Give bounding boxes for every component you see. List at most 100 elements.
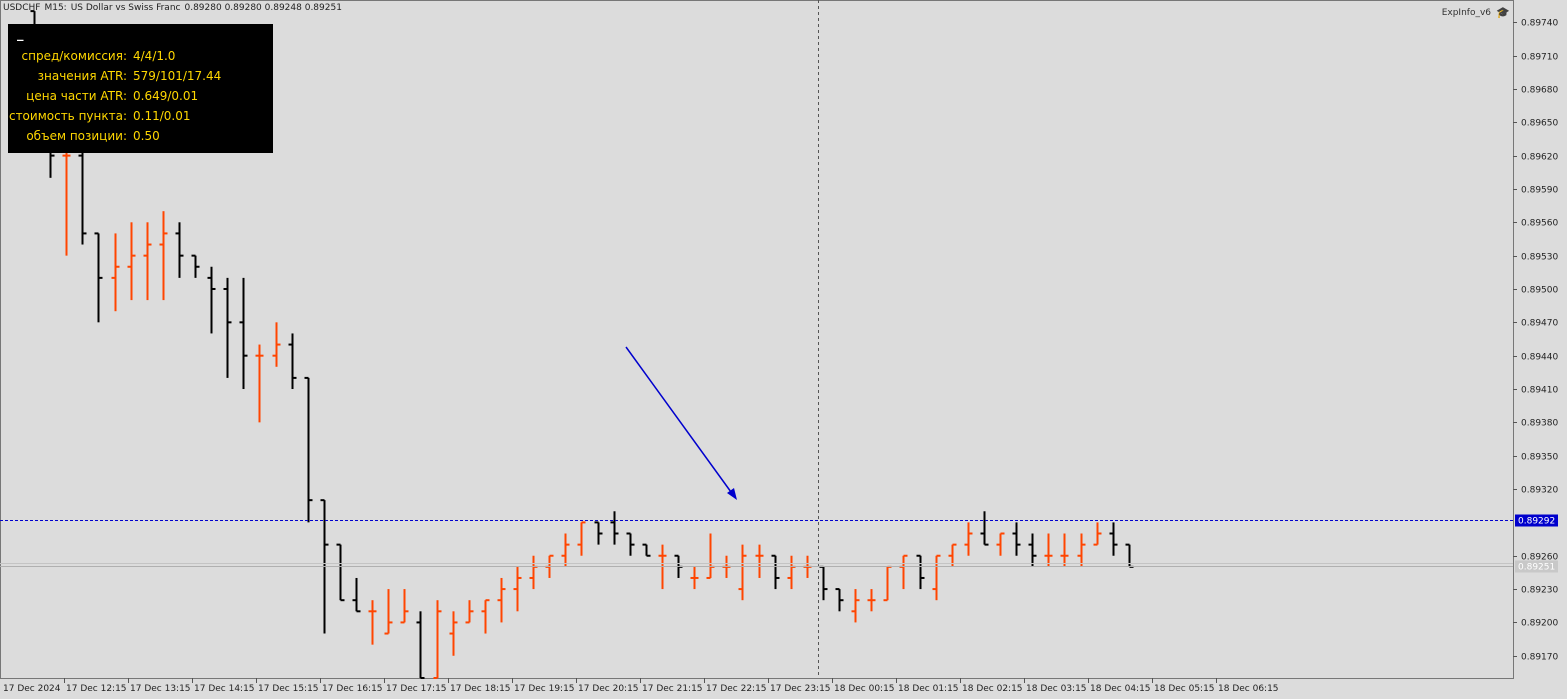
lines-layer bbox=[0, 520, 1513, 567]
ohlc-bar bbox=[1028, 533, 1037, 567]
ohlc-bar bbox=[416, 611, 425, 679]
ohlc-bar bbox=[771, 554, 780, 590]
ohlc-bar bbox=[594, 521, 603, 545]
ohlc-bar bbox=[304, 376, 313, 523]
ohlc-bar bbox=[191, 254, 200, 278]
time-axis[interactable]: 17 Dec 2024 17 Dec 12:15 17 Dec 13:15 17 De… bbox=[3, 678, 1279, 694]
graduation-cap-icon[interactable]: 🎓 bbox=[1496, 6, 1510, 19]
info-label: цена части ATR: bbox=[26, 89, 127, 103]
y-tick-label: 0.89170 bbox=[1521, 653, 1558, 663]
ohlc-bar bbox=[867, 589, 876, 612]
ohlc-bar bbox=[433, 600, 442, 679]
ohlc-bar bbox=[1077, 533, 1086, 567]
y-tick-label: 0.89200 bbox=[1521, 619, 1558, 629]
y-tick-label: 0.89650 bbox=[1521, 119, 1558, 129]
bars-layer bbox=[30, 10, 1134, 679]
ohlc-bar bbox=[159, 211, 168, 301]
y-tick-label: 0.89410 bbox=[1521, 386, 1558, 396]
y-tick-label: 0.89440 bbox=[1521, 353, 1558, 363]
info-label: объем позиции: bbox=[26, 129, 127, 143]
x-tick-label: 17 Dec 14:15 bbox=[194, 684, 255, 694]
current-price-label-bg bbox=[1515, 560, 1558, 573]
x-tick-label: 17 Dec 21:15 bbox=[642, 684, 703, 694]
ohlc-bar bbox=[175, 222, 184, 278]
y-tick-label: 0.89620 bbox=[1521, 153, 1558, 163]
info-value: 4/4/1.0 bbox=[133, 49, 176, 63]
minimize-button[interactable]: _ bbox=[17, 27, 24, 42]
x-tick-label: 17 Dec 12:15 bbox=[66, 684, 127, 694]
ohlc-bar bbox=[465, 600, 474, 624]
ohlc-bar bbox=[481, 599, 490, 634]
info-value: 0.50 bbox=[133, 129, 160, 143]
ohlc-values: 0.89280 0.89280 0.89248 0.89251 bbox=[184, 3, 342, 13]
symbol-description: US Dollar vs Swiss Franc bbox=[70, 3, 181, 13]
price-level-label-bg bbox=[1515, 514, 1558, 527]
ohlc-bar bbox=[738, 544, 747, 601]
x-tick-label: 17 Dec 16:15 bbox=[322, 684, 383, 694]
x-tick-label: 17 Dec 17:15 bbox=[386, 684, 447, 694]
x-tick-label: 17 Dec 20:15 bbox=[578, 684, 639, 694]
y-tick-label: 0.89320 bbox=[1521, 486, 1558, 496]
ohlc-bar bbox=[610, 511, 619, 545]
ohlc-bar bbox=[111, 233, 120, 312]
x-tick-label: 17 Dec 22:15 bbox=[706, 684, 767, 694]
y-tick-label: 0.89680 bbox=[1521, 86, 1558, 96]
ohlc-bar bbox=[1109, 522, 1118, 556]
y-tick-label: 0.89740 bbox=[1521, 19, 1558, 29]
info-label: стоимость пункта: bbox=[8, 109, 127, 123]
y-tick-label: 0.89500 bbox=[1521, 286, 1558, 296]
y-tick-label: 0.89230 bbox=[1521, 586, 1558, 596]
x-tick-label: 17 Dec 18:15 bbox=[450, 684, 511, 694]
info-row-point-value: стоимость пункта: 0.11/0.01 bbox=[8, 106, 273, 126]
ohlc-bar bbox=[626, 532, 635, 556]
ohlc-bar bbox=[980, 511, 989, 546]
arrow-head-icon bbox=[727, 488, 737, 500]
info-row-spread: спред/комиссия: 4/4/1.0 bbox=[8, 46, 273, 66]
info-label: спред/комиссия: bbox=[21, 49, 127, 63]
ohlc-bar bbox=[916, 554, 925, 590]
ohlc-bar bbox=[272, 322, 281, 367]
ohlc-bar bbox=[690, 566, 699, 590]
price-axis[interactable]: 0.89740 0.89710 0.89680 0.89650 0.89620 0.895… bbox=[1513, 19, 1558, 663]
ohlc-bar bbox=[143, 222, 152, 301]
timeframe-label: M15: bbox=[44, 3, 67, 13]
ohlc-bar bbox=[1060, 533, 1069, 567]
x-tick-label: 17 Dec 23:15 bbox=[770, 684, 831, 694]
y-tick-label: 0.89590 bbox=[1521, 186, 1558, 196]
info-row-atr: значения ATR: 579/101/17.44 bbox=[8, 66, 273, 86]
x-tick-label: 17 Dec 13:15 bbox=[130, 684, 191, 694]
ohlc-bar bbox=[336, 543, 345, 602]
ohlc-bar bbox=[851, 589, 860, 623]
annotation-arrow[interactable] bbox=[625, 346, 737, 500]
y-tick-label: 0.89560 bbox=[1521, 219, 1558, 229]
x-tick-label: 18 Dec 00:15 bbox=[834, 684, 895, 694]
info-row-atr-price: цена части ATR: 0.649/0.01 bbox=[8, 86, 273, 106]
ohlc-bar bbox=[94, 232, 103, 323]
arrow-shaft bbox=[625, 346, 732, 493]
ohlc-bar bbox=[642, 543, 651, 557]
y-tick-label: 0.89530 bbox=[1521, 253, 1558, 263]
x-tick-label: 18 Dec 03:15 bbox=[1026, 684, 1087, 694]
ohlc-bar bbox=[996, 532, 1005, 556]
x-tick-label: 18 Dec 06:15 bbox=[1218, 684, 1279, 694]
y-tick-label: 0.89260 bbox=[1521, 553, 1558, 563]
ohlc-bar bbox=[127, 222, 136, 301]
x-tick-label: 18 Dec 05:15 bbox=[1154, 684, 1215, 694]
indicator-name[interactable]: ExpInfo_v6 bbox=[1441, 8, 1491, 18]
ohlc-bar bbox=[1093, 522, 1102, 546]
y-tick-label: 0.89350 bbox=[1521, 453, 1558, 463]
info-value: 0.649/0.01 bbox=[133, 89, 199, 103]
ohlc-bar bbox=[1044, 533, 1053, 567]
info-label: значения ATR: bbox=[37, 69, 127, 83]
chart-header: USDCHF M15: US Dollar vs Swiss Franc 0.8928… bbox=[3, 3, 346, 13]
y-tick-label: 0.89380 bbox=[1521, 419, 1558, 429]
ohlc-bar bbox=[223, 277, 232, 378]
ohlc-bar bbox=[62, 144, 71, 256]
x-tick-label: 17 Dec 19:15 bbox=[514, 684, 575, 694]
x-tick-label: 17 Dec 15:15 bbox=[258, 684, 319, 694]
ohlc-bar bbox=[1012, 522, 1021, 556]
ohlc-bar bbox=[835, 588, 844, 612]
ohlc-bar bbox=[384, 589, 393, 635]
ohlc-bar bbox=[352, 577, 361, 613]
